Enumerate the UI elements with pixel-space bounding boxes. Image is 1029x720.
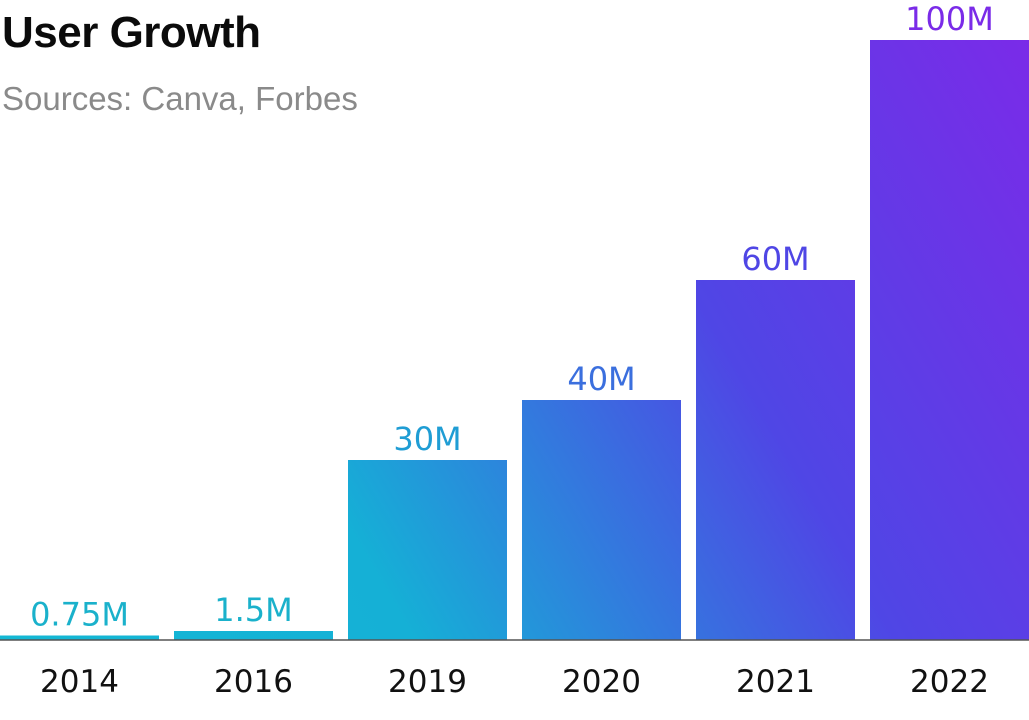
bar-2019 [348,460,507,640]
value-label-2020: 40M [567,360,635,398]
value-label-2019: 30M [393,420,461,458]
value-label-2021: 60M [741,240,809,278]
x-tick-label-2019: 2019 [388,664,467,700]
chart-title: User Growth [2,8,261,57]
value-label-2022: 100M [905,0,994,38]
bar-2016 [174,631,333,640]
bar-2021 [696,280,855,640]
bar-2014 [0,635,159,640]
tick-labels-group: 2014 2016 2019 2020 2021 2022 [40,664,989,700]
x-tick-label-2022: 2022 [910,664,989,700]
value-labels-group: 0.75M 1.5M 30M 40M 60M 100M [30,0,994,634]
bar-2020 [522,400,681,640]
bars-group [0,40,1029,640]
x-tick-label-2020: 2020 [562,664,641,700]
x-tick-label-2014: 2014 [40,664,119,700]
value-label-2014: 0.75M [30,596,129,634]
chart-subtitle: Sources: Canva, Forbes [2,80,358,117]
x-tick-label-2021: 2021 [736,664,815,700]
value-label-2016: 1.5M [214,591,293,629]
x-tick-label-2016: 2016 [214,664,293,700]
bar-2022 [870,40,1029,640]
